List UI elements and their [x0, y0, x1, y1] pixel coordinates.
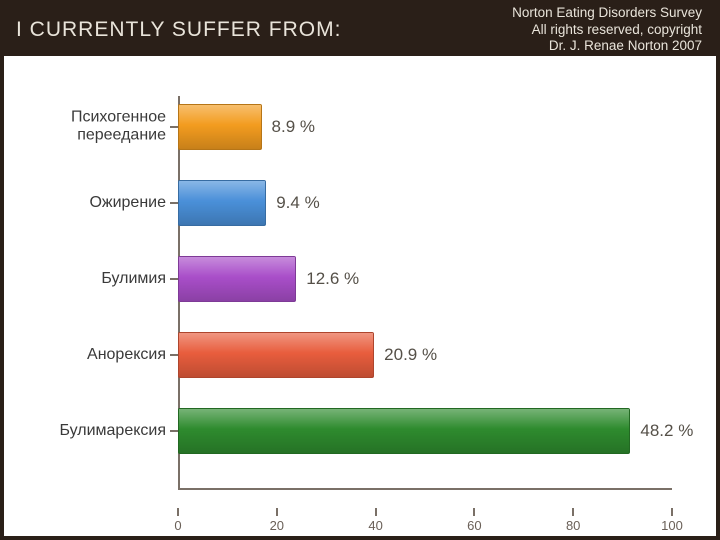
- y-tick: [170, 354, 178, 356]
- x-tick-label: 40: [368, 518, 382, 533]
- x-tick-label: 100: [661, 518, 683, 533]
- header-credits: Norton Eating Disorders Survey All right…: [512, 5, 702, 56]
- bar: [178, 408, 630, 454]
- plot-region: 0204060801008.9 %Психогенное переедание9…: [178, 96, 672, 490]
- category-label: Психогенное переедание: [12, 109, 166, 146]
- y-tick: [170, 126, 178, 128]
- x-axis: [178, 488, 672, 490]
- x-tick-label: 0: [174, 518, 181, 533]
- outer-frame: I CURRENTLY SUFFER FROM: Norton Eating D…: [0, 0, 720, 540]
- x-tick-label: 80: [566, 518, 580, 533]
- category-label: Булимия: [12, 270, 166, 288]
- bar-value-label: 20.9 %: [384, 345, 437, 365]
- bar-value-label: 48.2 %: [640, 421, 693, 441]
- bar: [178, 180, 266, 226]
- bar: [178, 256, 296, 302]
- bar-row: 20.9 %Анорексия: [178, 332, 672, 378]
- y-tick: [170, 202, 178, 204]
- bar-value-label: 9.4 %: [276, 193, 319, 213]
- category-label: Булимарексия: [12, 422, 166, 440]
- category-label: Ожирение: [12, 194, 166, 212]
- credit-line-2: All rights reserved, copyright: [512, 22, 702, 39]
- credit-line-1: Norton Eating Disorders Survey: [512, 5, 702, 22]
- bar-row: 12.6 %Булимия: [178, 256, 672, 302]
- bar: [178, 104, 262, 150]
- chart-area: 0204060801008.9 %Психогенное переедание9…: [8, 60, 712, 532]
- bar-row: 8.9 %Психогенное переедание: [178, 104, 672, 150]
- y-tick: [170, 430, 178, 432]
- x-tick-label: 60: [467, 518, 481, 533]
- bar-value-label: 12.6 %: [306, 269, 359, 289]
- header-title: I CURRENTLY SUFFER FROM:: [16, 18, 341, 42]
- x-tick-label: 20: [270, 518, 284, 533]
- category-label: Анорексия: [12, 346, 166, 364]
- bar-row: 9.4 %Ожирение: [178, 180, 672, 226]
- header-bar: I CURRENTLY SUFFER FROM: Norton Eating D…: [4, 4, 716, 56]
- bar: [178, 332, 374, 378]
- credit-line-3: Dr. J. Renae Norton 2007: [512, 38, 702, 55]
- y-tick: [170, 278, 178, 280]
- bar-value-label: 8.9 %: [272, 117, 315, 137]
- bar-row: 48.2 %Булимарексия: [178, 408, 672, 454]
